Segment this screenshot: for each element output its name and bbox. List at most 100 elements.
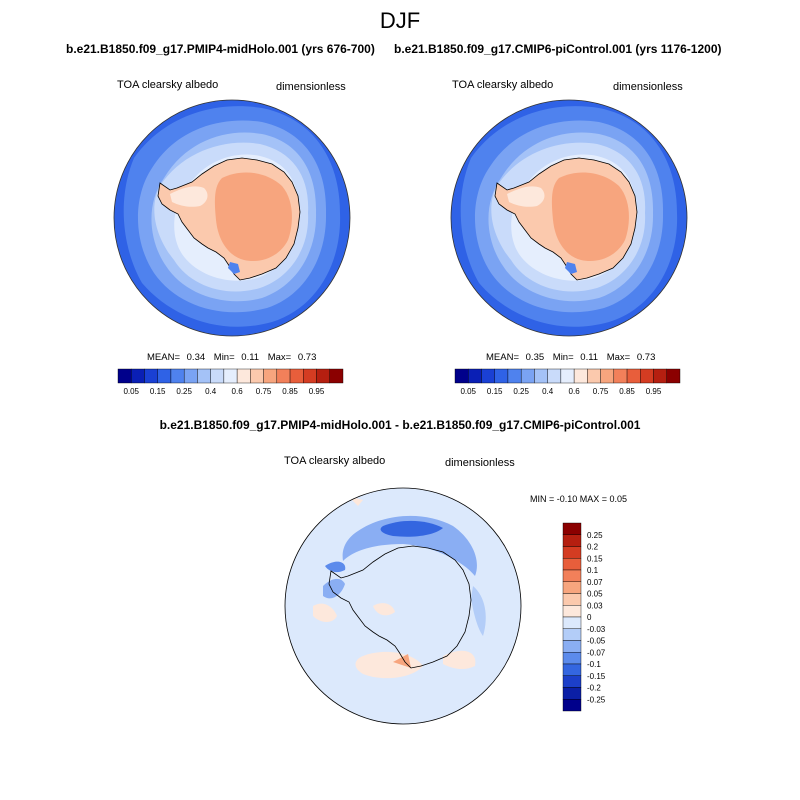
difference-colorbar-tick-label: 0.2 (587, 543, 599, 552)
panel1-colorbar-swatch (223, 368, 238, 384)
panel1-map-border (113, 99, 351, 337)
difference-colorbar-swatch (562, 663, 582, 676)
panel2-variable-label: TOA clearsky albedo (452, 79, 554, 91)
difference-colorbar-swatch (562, 605, 582, 618)
difference-colorbar-tick-label: -0.2 (587, 684, 601, 693)
panel1-colorbar-swatch (303, 368, 317, 384)
difference-colorbar-swatch (562, 522, 582, 535)
panel1-map (114, 100, 350, 336)
panel2-colorbar-swatch (653, 368, 667, 384)
panel1-mean-value: 0.34 (186, 352, 206, 363)
panel1-max-label: Max= (267, 352, 292, 363)
panel2-colorbar-swatch (626, 368, 641, 384)
panel1-colorbar-swatch (131, 368, 145, 384)
panel1-colorbar-tick-label: 0.75 (256, 387, 272, 396)
difference-colorbar-tick-label: 0.25 (587, 531, 603, 540)
difference-variable-label: TOA clearsky albedo (284, 455, 386, 467)
difference-colorbar-swatch (562, 616, 582, 629)
panel1-stats: MEAN= 0.34 Min= 0.11 Max= 0.73 (147, 352, 316, 363)
panel1-colorbar-swatch (316, 368, 330, 384)
difference-colorbar-swatch (562, 593, 582, 606)
panel2-max-label: Max= (606, 352, 631, 363)
difference-colorbar-swatch (562, 687, 582, 700)
difference-title: b.e21.B1850.f09_g17.PMIP4-midHolo.001 - … (159, 418, 641, 432)
panel2-units-label: dimensionless (613, 81, 683, 93)
panel1-max-value: 0.73 (297, 352, 317, 363)
panel1-colorbar-swatch (144, 368, 158, 384)
difference-colorbar-swatch (562, 640, 582, 653)
panel1-colorbar-swatch (157, 368, 172, 384)
difference-colorbar-tick-label: 0.05 (587, 590, 603, 599)
panel2-colorbar-tick-label: 0.15 (487, 387, 503, 396)
panel1-colorbar-swatch (276, 368, 291, 384)
difference-colorbar-swatch (562, 558, 582, 571)
panel1-min-value: 0.11 (241, 352, 260, 363)
panel2-colorbar-swatch (481, 368, 495, 384)
panel1-colorbar-tick-label: 0.25 (176, 387, 192, 396)
difference-map (285, 488, 521, 724)
panel2-colorbar-swatch (613, 368, 628, 384)
difference-colorbar-tick-label: 0.03 (587, 601, 603, 610)
panel2-colorbar-tick-label: 0.6 (569, 387, 581, 396)
difference-colorbar-swatch (562, 652, 582, 665)
panel1-colorbar-swatch (250, 368, 264, 384)
difference-colorbar-tick-label: -0.25 (587, 695, 606, 704)
panel1-colorbar-tick-label: 0.4 (205, 387, 217, 396)
panel1-colorbar-swatch (183, 368, 198, 384)
panel1-colorbar-swatch (197, 368, 211, 384)
panel1-colorbar-swatch (236, 368, 251, 384)
panel1-case-title: b.e21.B1850.f09_g17.PMIP4-midHolo.001 (y… (66, 42, 375, 56)
panel2-colorbar-tick-label: 0.75 (593, 387, 609, 396)
panel2-colorbar-swatch (468, 368, 482, 384)
panel2-map (451, 100, 687, 336)
difference-colorbar-swatch (562, 675, 582, 688)
panel2-colorbar-swatch (547, 368, 562, 384)
panel2-stats: MEAN= 0.35 Min= 0.11 Max= 0.73 (486, 352, 655, 363)
difference-colorbar-swatch (562, 534, 582, 547)
panel1-colorbar-tick-label: 0.6 (232, 387, 244, 396)
panel1-colorbar-tick-label: 0.85 (282, 387, 298, 396)
panel2-colorbar-swatch (666, 368, 681, 384)
panel2-mean-value: 0.35 (525, 352, 545, 363)
difference-range: MIN = -0.10 MAX = 0.05 (530, 494, 628, 504)
panel2-colorbar-tick-label: 0.05 (460, 387, 476, 396)
panel2-colorbar-swatch (640, 368, 654, 384)
panel2-colorbar-swatch (573, 368, 588, 384)
panel2-colorbar-tick-label: 0.85 (619, 387, 635, 396)
difference-colorbar-tick-label: -0.15 (587, 672, 606, 681)
panel1-colorbar-swatch (117, 368, 132, 384)
difference-colorbar-tick-label: 0.1 (587, 566, 599, 575)
panel2-colorbar: 0.05 0.15 0.25 0.4 0.6 0.75 0.85 0.95 (454, 368, 681, 396)
panel2-colorbar-swatch (454, 368, 469, 384)
difference-colorbar-tick-label: 0.15 (587, 554, 603, 563)
panel2-colorbar-tick-label: 0.95 (646, 387, 662, 396)
panel2-min-label: Min= (552, 352, 574, 363)
season-title: DJF (379, 8, 421, 33)
difference-colorbar-tick-label: 0 (587, 613, 592, 622)
difference-colorbar-swatch (562, 699, 582, 712)
panel1-colorbar-swatch (263, 368, 278, 384)
difference-colorbar-swatch (562, 581, 582, 594)
panel1-colorbar-swatch (210, 368, 225, 384)
difference-colorbar-swatch (562, 569, 582, 582)
panel1-variable-label: TOA clearsky albedo (117, 79, 219, 91)
difference-colorbar-tick-label: -0.05 (587, 637, 606, 646)
panel2-colorbar-swatch (494, 368, 509, 384)
panel2-colorbar-swatch (600, 368, 615, 384)
panel2-map-border (450, 99, 688, 337)
panel2-colorbar-tick-label: 0.4 (542, 387, 554, 396)
difference-colorbar-swatch (562, 546, 582, 559)
panel2-colorbar-tick-label: 0.25 (513, 387, 529, 396)
panel1-mean-label: MEAN= (147, 352, 180, 363)
difference-colorbar-tick-label: -0.1 (587, 660, 601, 669)
panel1-colorbar: 0.05 0.15 0.25 0.4 0.6 0.75 0.85 0.95 (117, 368, 344, 396)
difference-colorbar-swatch (562, 628, 582, 641)
panel2-case-title: b.e21.B1850.f09_g17.CMIP6-piControl.001 … (394, 42, 722, 56)
panel2-max-value: 0.73 (636, 352, 656, 363)
panel2-min-value: 0.11 (580, 352, 599, 363)
panel2-mean-label: MEAN= (486, 352, 519, 363)
panel1-colorbar-swatch (170, 368, 185, 384)
panel1-units-label: dimensionless (276, 81, 346, 93)
panel1-colorbar-tick-label: 0.05 (123, 387, 139, 396)
